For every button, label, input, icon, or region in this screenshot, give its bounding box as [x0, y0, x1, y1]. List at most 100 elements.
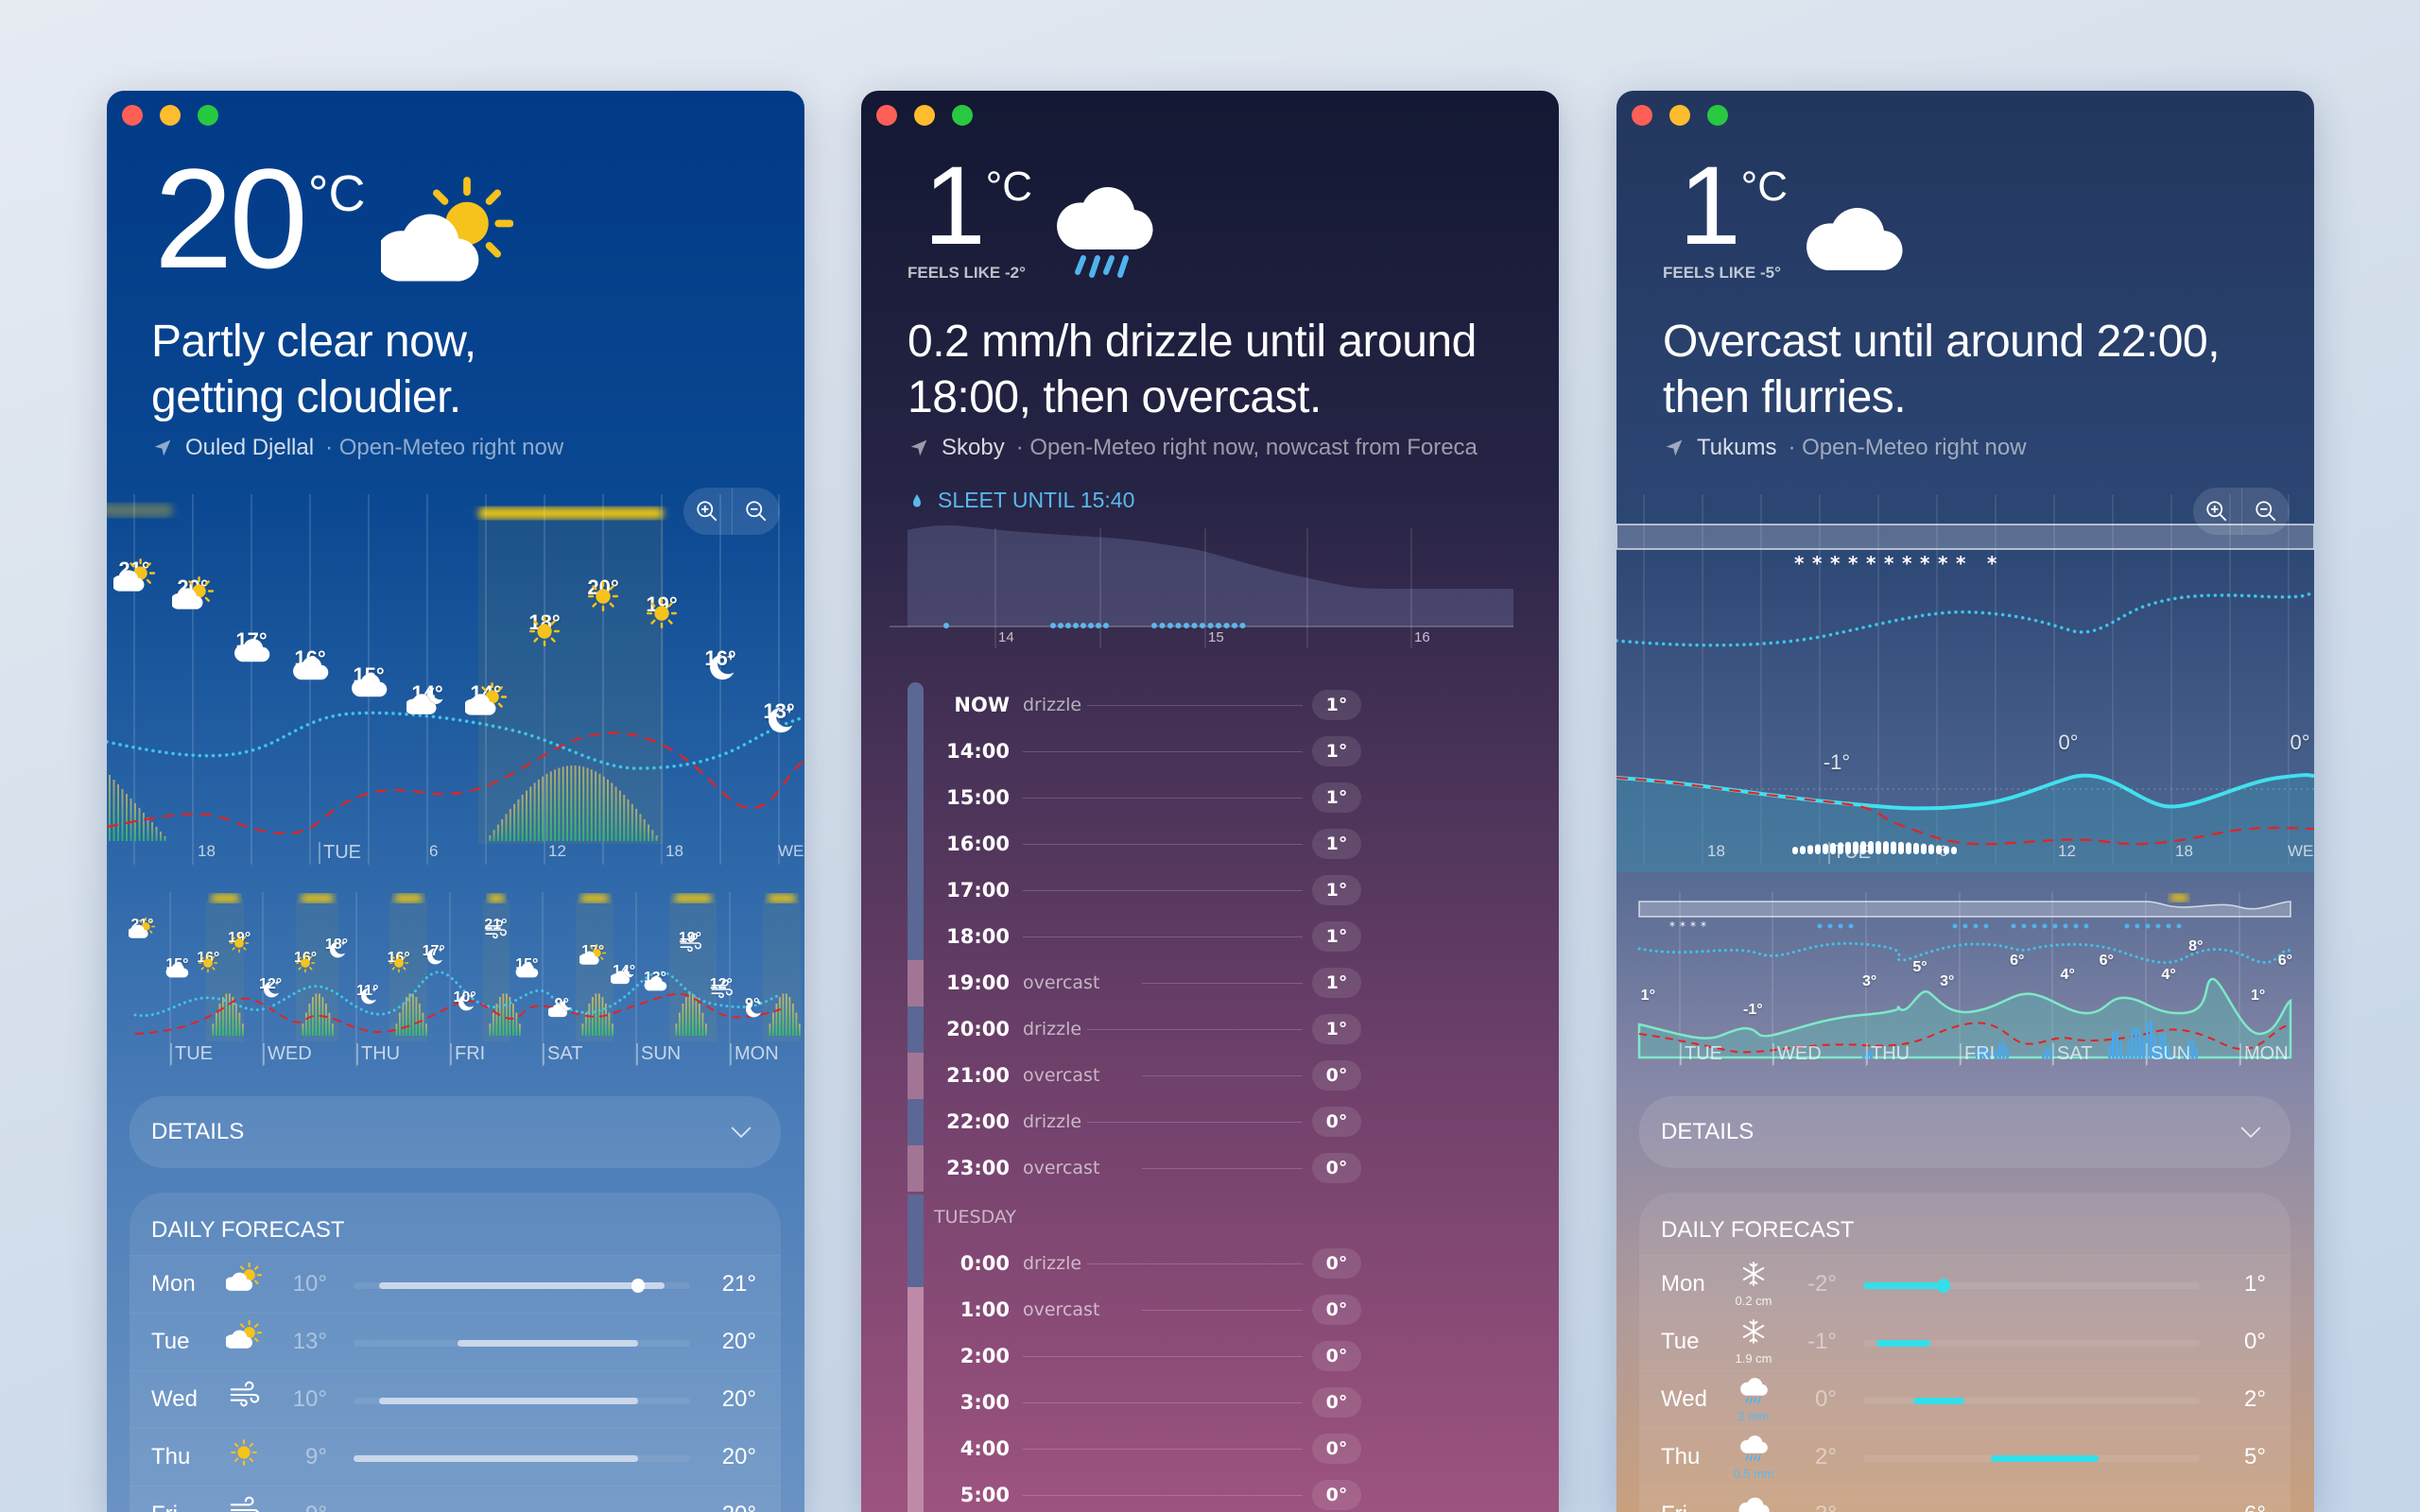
minimize-button[interactable] — [1669, 105, 1690, 126]
nowcast-chart[interactable]: 14 15 16 — [861, 521, 1559, 653]
radiation-bar — [772, 1012, 774, 1036]
axis-label: TUE — [319, 842, 361, 864]
snow-bar — [1823, 843, 1828, 854]
temperature-range-track — [1863, 1340, 2200, 1347]
hourly-row[interactable]: NOW drizzle 1° — [908, 682, 1380, 729]
rain-marker — [2124, 923, 2130, 929]
details-expander[interactable]: DETAILS — [1639, 1096, 2290, 1168]
hourly-chart[interactable]: 21° 20° 17° 16° 15° 14° 14° 18° 20° 19° 16° 13° 18 TU… — [107, 494, 804, 872]
radiation-bar — [519, 1023, 521, 1036]
minimize-button[interactable] — [914, 105, 935, 126]
radiation-bar — [631, 803, 633, 841]
radiation-bar — [422, 1012, 424, 1036]
daily-row[interactable]: Thu 0.5 mm 2° 5° — [1639, 1428, 2290, 1486]
hourly-row[interactable]: 3:00 0° — [908, 1380, 1380, 1426]
snow-bar — [1853, 841, 1858, 854]
details-expander[interactable]: DETAILS — [130, 1096, 781, 1168]
radiation-bar — [586, 767, 589, 841]
temp-text: 5° — [1912, 959, 1927, 976]
radiation-bar — [607, 779, 609, 841]
precipitation-amount: 0.2 cm — [1735, 1294, 1772, 1308]
zoom-window-button[interactable] — [1707, 105, 1728, 126]
partly-cloudy-icon — [381, 174, 513, 306]
zoom-window-button[interactable] — [952, 105, 973, 126]
sleet-marker — [1151, 623, 1157, 628]
location-name[interactable]: Tukums — [1697, 435, 1777, 460]
close-button[interactable] — [1632, 105, 1652, 126]
hourly-row[interactable]: 19:00 overcast 1° — [908, 960, 1380, 1006]
temperature-range-fill — [1913, 1398, 1964, 1404]
hourly-row[interactable]: 14:00 1° — [908, 729, 1380, 775]
radiation-bar — [695, 997, 698, 1036]
hourly-row[interactable]: 20:00 drizzle 1° — [908, 1006, 1380, 1053]
radiation-bar — [419, 1003, 421, 1036]
snow-marker: * — [1987, 552, 1997, 575]
condition-bar — [908, 1472, 924, 1512]
snow-bar — [1807, 845, 1813, 854]
radiation-bar — [566, 765, 568, 841]
zoom-out-button[interactable] — [2242, 488, 2290, 535]
rain-cloud-icon — [1730, 1492, 1777, 1512]
daily-row[interactable]: Mon 10° 21° — [130, 1255, 781, 1313]
zoom-out-button[interactable] — [733, 488, 781, 535]
daily-row[interactable]: Mon 0.2 cm -2° 1° — [1639, 1255, 2290, 1313]
zoom-window-button[interactable] — [198, 105, 218, 126]
hourly-row[interactable]: 17:00 1° — [908, 868, 1380, 914]
radiation-bar — [769, 1023, 771, 1036]
precipitation-bar — [1976, 1052, 1979, 1058]
daily-row[interactable]: Wed 2 mm 0° 2° — [1639, 1370, 2290, 1428]
daily-row[interactable]: Thu 9° 20° — [130, 1428, 781, 1486]
precipitation-bar — [2150, 1020, 2152, 1058]
sun-duration-bar — [488, 894, 505, 902]
daily-forecast-title: DAILY FORECAST — [1661, 1217, 1855, 1243]
zoom-in-button[interactable] — [2193, 488, 2242, 535]
weekly-temp-label: -1° — [1743, 1002, 1763, 1019]
weekly-chart[interactable]: * * * * 1° -1° 3° 5° 3° 6° 4° 6° 4° 8° 1° 6° TUE WED THU FR… — [1616, 892, 2314, 1072]
hourly-row[interactable]: 21:00 overcast 0° — [908, 1053, 1380, 1099]
zoom-in-button[interactable] — [683, 488, 733, 535]
close-button[interactable] — [122, 105, 143, 126]
rain-marker — [2155, 923, 2161, 929]
sunshine-band — [576, 900, 614, 1041]
daily-row[interactable]: Wed 10° 20° — [130, 1370, 781, 1428]
snow-bar — [1891, 841, 1896, 854]
hourly-row[interactable]: 22:00 drizzle 0° — [908, 1099, 1380, 1145]
hourly-row[interactable]: 16:00 1° — [908, 821, 1380, 868]
sleet-marker — [1080, 623, 1086, 628]
weekly-chart[interactable]: 21°15°16°19°12°16°18°11°16°17°10°21°15°9… — [107, 892, 804, 1072]
chart-canvas — [133, 892, 801, 1067]
minimize-button[interactable] — [160, 105, 181, 126]
hourly-row[interactable]: 23:00 overcast 0° — [908, 1145, 1380, 1192]
precipitation-bar — [2123, 1055, 2126, 1058]
daily-row[interactable]: Fri 3° 6° — [1639, 1486, 2290, 1512]
location-name[interactable]: Skoby — [942, 435, 1005, 460]
sleet-marker — [1167, 623, 1173, 628]
hourly-row[interactable]: 0:00 drizzle 0° — [908, 1241, 1380, 1287]
weather-window-skoby: 1 °C FEELS LIKE -2° 0.2 mm/h drizzle unt… — [861, 91, 1559, 1512]
hourly-row[interactable]: 4:00 0° — [908, 1426, 1380, 1472]
daily-forecast: DAILY FORECAST Mon 0.2 cm -2° 1° Tue 1.9 cm -1… — [1639, 1193, 2290, 1512]
daily-row[interactable]: Fri 9° 20° — [130, 1486, 781, 1512]
radiation-bar — [493, 1012, 494, 1036]
axis-label: WE — [778, 842, 804, 860]
precipitation-bar — [1870, 1051, 1873, 1058]
hourly-row[interactable]: 15:00 1° — [908, 775, 1380, 821]
daily-row[interactable]: Tue 1.9 cm -1° 0° — [1639, 1313, 2290, 1370]
hourly-row[interactable]: 5:00 0° — [908, 1472, 1380, 1512]
sleet-marker — [1200, 623, 1205, 628]
location-name[interactable]: Ouled Djellal — [185, 435, 315, 460]
snow-marker: * — [1812, 552, 1823, 575]
hourly-row[interactable]: 1:00 overcast 0° — [908, 1287, 1380, 1333]
hourly-row[interactable]: 18:00 1° — [908, 914, 1380, 960]
hourly-temp-label: 18° — [524, 610, 565, 647]
sun-duration-bar — [478, 507, 664, 519]
hourly-row[interactable]: 2:00 0° — [908, 1333, 1380, 1380]
temperature-range-track — [1863, 1455, 2200, 1462]
daily-row[interactable]: Tue 13° 20° — [130, 1313, 781, 1370]
hourly-chart[interactable]: * * * * * * * * * * * -1° 0° 0° 18 TUE 6 12 18 WE — [1616, 494, 2314, 872]
close-button[interactable] — [876, 105, 897, 126]
sunshine-band — [296, 900, 338, 1041]
precipitation-bar — [2119, 1041, 2122, 1058]
precipitation-bar — [2191, 1040, 2194, 1058]
hour-condition: drizzle — [1023, 1111, 1082, 1132]
